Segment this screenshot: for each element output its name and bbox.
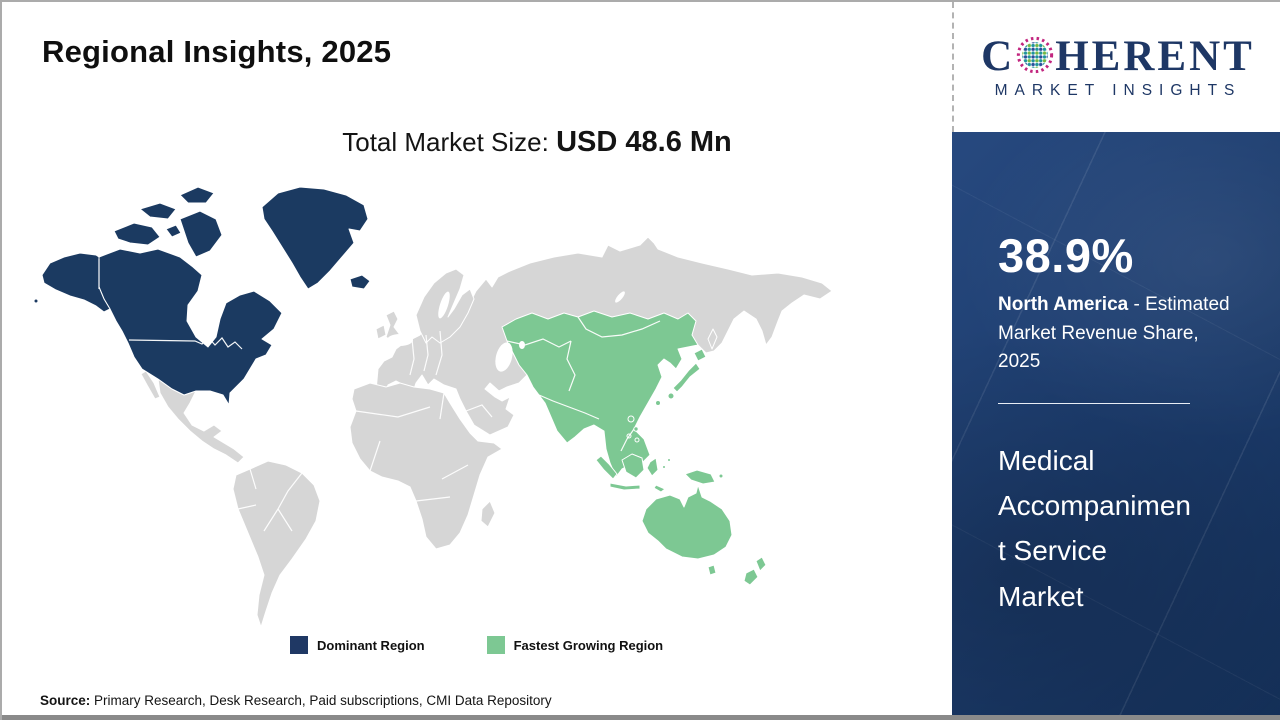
highlight-sidebar: 38.9% North America - Estimated Market R… [952,132,1280,718]
source-label: Source: [40,693,91,708]
source-line: Source: Primary Research, Desk Research,… [40,693,552,708]
brand-logo: C HERENT [981,34,1255,78]
map-legend: Dominant Region Fastest Growing Region [290,636,663,654]
logo-word-start: C [981,32,1016,80]
map-japan [672,348,707,393]
dominant-region-swatch [290,636,308,654]
growing-region-swatch [486,636,505,654]
map-arctic-islands [113,186,223,258]
map-sakhalin [707,328,718,350]
map-new-britain [718,473,724,479]
growing-region-label: Fastest Growing Region [513,637,664,653]
map-aleutian-dot [34,299,38,303]
market-share-description: North America - Estimated Market Revenue… [998,291,1246,377]
logo-tagline: MARKET INSIGHTS [994,82,1242,99]
bottom-accent-bar [2,715,1280,720]
map-greenland [261,186,369,290]
map-timor [653,484,666,493]
market-size-value: USD 48.6 Mn [556,126,732,158]
dominant-region-label: Dominant Region [317,637,425,653]
map-taiwan [655,400,661,406]
map-sulawesi [646,457,659,477]
sidebar-divider [998,402,1190,404]
map-baja [140,370,161,400]
map-tasmania [707,564,717,576]
market-share-value: 38.9% [998,229,1134,282]
source-text: Primary Research, Desk Research, Paid su… [90,693,552,708]
map-lakes [387,291,625,372]
map-new-zealand [743,556,767,586]
brand-logo-panel: C HERENT MARKET INSIGHT [952,2,1280,132]
page-title: Regional Insights, 2025 [42,34,392,69]
map-maluku [662,465,666,469]
map-australia [641,484,733,560]
map-sumatra [595,455,618,480]
legend-item-dominant: Dominant Region [290,636,425,654]
world-map [30,178,910,630]
market-name: Medical Accompanimen t Service Market [998,444,1191,612]
map-new-guinea [684,469,716,485]
map-mexico [157,378,245,464]
map-ireland [375,324,387,340]
map-north-america [98,248,283,406]
legend-item-growing: Fastest Growing Region [486,636,664,654]
map-madagascar [480,500,496,528]
share-region-name: North America [998,294,1129,315]
map-java [609,482,641,491]
map-iceland [349,274,371,290]
logo-globe-icon [1016,36,1054,78]
logo-word-end: HERENT [1055,32,1255,80]
map-borders [98,259,661,532]
map-alaska [41,252,111,313]
map-south-america [232,460,321,628]
map-borneo [621,453,645,479]
share-desc-rest: - Estimated Market Revenue Share, 2025 [998,294,1230,372]
world-map-svg [34,186,833,628]
market-size-label: Total Market Size: [342,127,557,157]
total-market-size: Total Market Size: USD 48.6 Mn [62,126,1012,159]
map-maluku2 [667,458,671,462]
map-kyushu [667,392,675,400]
map-africa [349,382,503,550]
map-asia-pacific [501,310,699,478]
